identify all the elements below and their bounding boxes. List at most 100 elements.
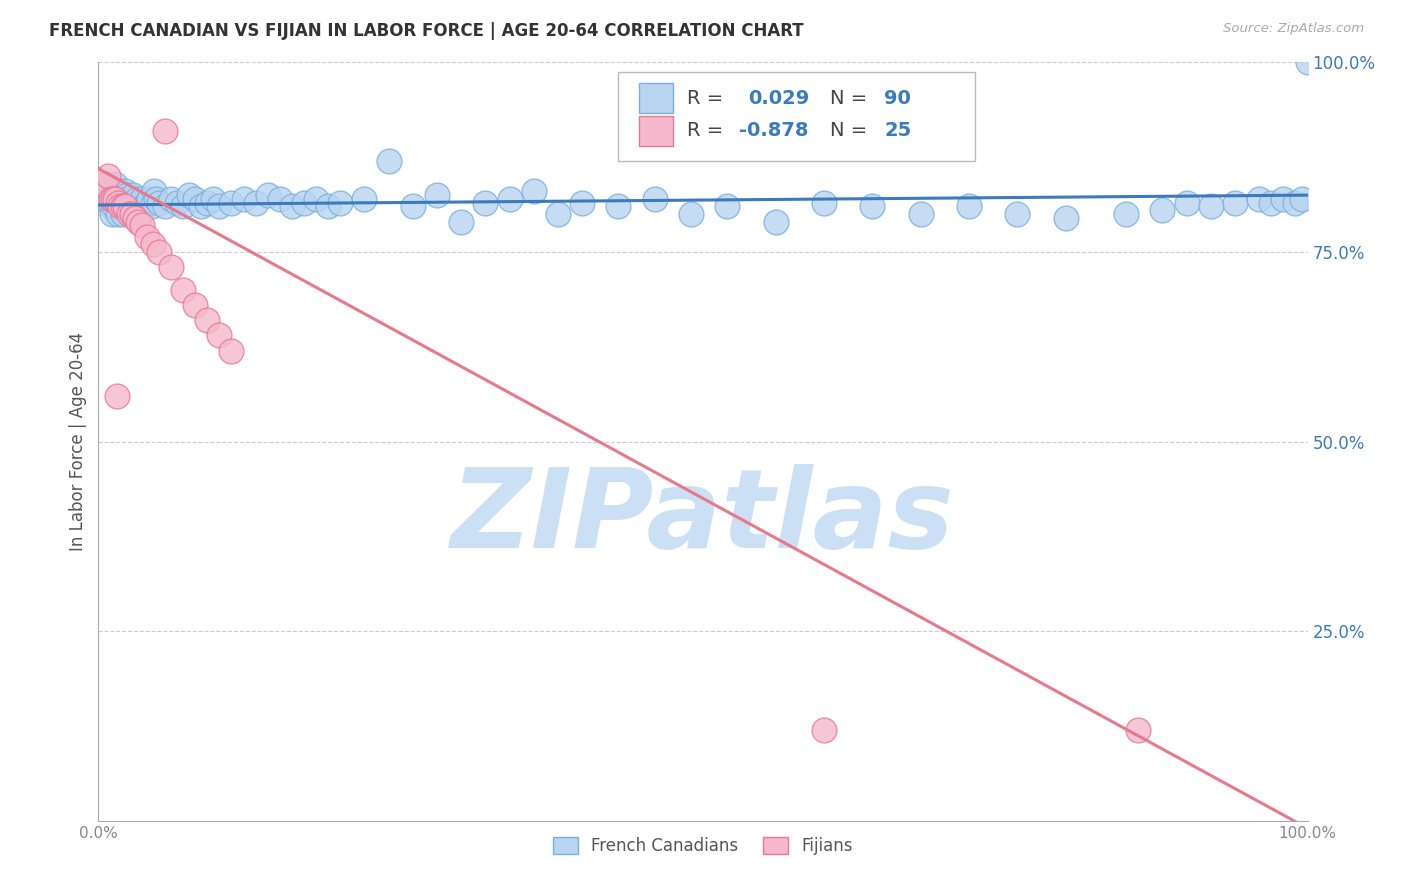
Point xyxy=(111,207,134,221)
Point xyxy=(118,192,141,206)
Point xyxy=(112,195,135,210)
Point xyxy=(104,177,127,191)
Point xyxy=(281,199,304,213)
Point xyxy=(103,199,125,213)
Point xyxy=(127,192,149,206)
Point xyxy=(813,723,835,737)
Point xyxy=(1249,192,1271,206)
Point xyxy=(93,177,115,191)
Point xyxy=(1152,203,1174,218)
Point xyxy=(377,153,399,168)
Point xyxy=(1223,195,1246,210)
Point xyxy=(245,195,267,210)
Point xyxy=(111,199,134,213)
Point xyxy=(114,184,136,198)
Point xyxy=(1199,199,1222,213)
Text: Source: ZipAtlas.com: Source: ZipAtlas.com xyxy=(1223,22,1364,36)
Point xyxy=(117,188,139,202)
Point xyxy=(195,313,218,327)
Point xyxy=(143,184,166,198)
Point xyxy=(232,192,254,206)
Point xyxy=(100,192,122,206)
Text: FRENCH CANADIAN VS FIJIAN IN LABOR FORCE | AGE 20-64 CORRELATION CHART: FRENCH CANADIAN VS FIJIAN IN LABOR FORCE… xyxy=(49,22,804,40)
Point xyxy=(107,207,129,221)
Point xyxy=(221,343,243,358)
Point xyxy=(153,199,176,213)
Point xyxy=(142,237,165,252)
Point xyxy=(184,192,207,206)
Point xyxy=(93,192,115,206)
Point xyxy=(450,214,472,228)
Text: R =: R = xyxy=(688,88,730,108)
Point xyxy=(97,192,120,206)
Point xyxy=(256,188,278,202)
Point xyxy=(141,199,163,213)
Point xyxy=(208,199,231,213)
Point xyxy=(120,195,142,210)
Point xyxy=(1296,55,1319,70)
Point xyxy=(115,192,138,206)
Text: ZIPatlas: ZIPatlas xyxy=(451,464,955,571)
Y-axis label: In Labor Force | Age 20-64: In Labor Force | Age 20-64 xyxy=(69,332,87,551)
Point xyxy=(316,199,339,213)
Text: 25: 25 xyxy=(884,121,911,140)
Point xyxy=(128,207,150,221)
Point xyxy=(190,199,212,213)
Point xyxy=(860,199,883,213)
FancyBboxPatch shape xyxy=(619,71,976,161)
Point xyxy=(121,199,143,213)
Point xyxy=(208,328,231,343)
Point xyxy=(474,195,496,210)
Text: R =: R = xyxy=(688,121,730,140)
Point xyxy=(125,195,148,210)
Point xyxy=(184,298,207,312)
Point xyxy=(108,199,131,213)
Point xyxy=(127,214,149,228)
Point xyxy=(108,192,131,206)
Text: 90: 90 xyxy=(884,88,911,108)
Point xyxy=(765,214,787,228)
Point xyxy=(118,199,141,213)
Point xyxy=(127,199,149,213)
Point xyxy=(1175,195,1198,210)
Point xyxy=(124,211,146,225)
Point xyxy=(134,199,156,213)
Text: N =: N = xyxy=(830,88,873,108)
Point xyxy=(97,169,120,184)
Point xyxy=(498,192,520,206)
Point xyxy=(148,244,170,259)
Point xyxy=(402,199,425,213)
Point xyxy=(107,195,129,210)
Point xyxy=(148,195,170,210)
Point xyxy=(1007,207,1029,221)
Point xyxy=(160,192,183,206)
Point xyxy=(105,192,128,206)
Point xyxy=(108,184,131,198)
Point xyxy=(118,207,141,221)
Point xyxy=(135,195,157,210)
Point xyxy=(547,207,569,221)
Text: -0.878: -0.878 xyxy=(740,121,808,140)
Point xyxy=(202,192,225,206)
Point xyxy=(1260,195,1282,210)
FancyBboxPatch shape xyxy=(638,115,673,145)
Point xyxy=(957,199,980,213)
Legend: French Canadians, Fijians: French Canadians, Fijians xyxy=(546,830,860,862)
Point xyxy=(172,199,194,213)
Point xyxy=(269,192,291,206)
Point xyxy=(110,199,132,213)
Point xyxy=(644,192,666,206)
Point xyxy=(166,195,188,210)
Point xyxy=(153,123,176,137)
Point xyxy=(129,195,152,210)
Point xyxy=(131,219,153,233)
Point xyxy=(1115,207,1137,221)
Point xyxy=(1291,192,1313,206)
Point xyxy=(96,177,118,191)
Point xyxy=(105,389,128,403)
Point xyxy=(101,184,124,198)
Point xyxy=(353,192,375,206)
Point xyxy=(813,195,835,210)
FancyBboxPatch shape xyxy=(638,83,673,113)
Point xyxy=(122,188,145,202)
